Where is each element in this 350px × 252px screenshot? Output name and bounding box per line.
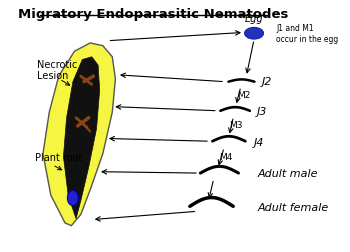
Ellipse shape — [245, 27, 264, 39]
Text: Adult male: Adult male — [257, 169, 318, 179]
Text: Necrotic
Lesion: Necrotic Lesion — [37, 60, 78, 81]
Text: M3: M3 — [230, 121, 243, 131]
Text: Plant root: Plant root — [35, 153, 83, 163]
Text: J3: J3 — [257, 107, 268, 117]
Ellipse shape — [68, 190, 78, 206]
Text: J4: J4 — [254, 138, 265, 148]
Text: Adult female: Adult female — [257, 203, 329, 213]
Text: Egg: Egg — [245, 14, 264, 24]
Text: J1 and M1
occur in the egg: J1 and M1 occur in the egg — [276, 24, 338, 44]
Polygon shape — [63, 57, 100, 219]
Polygon shape — [43, 43, 116, 226]
Text: Migratory Endoparasitic Nematodes: Migratory Endoparasitic Nematodes — [18, 8, 288, 21]
Text: M2: M2 — [237, 91, 250, 100]
Text: J2: J2 — [262, 77, 272, 87]
Text: M4: M4 — [219, 152, 232, 162]
